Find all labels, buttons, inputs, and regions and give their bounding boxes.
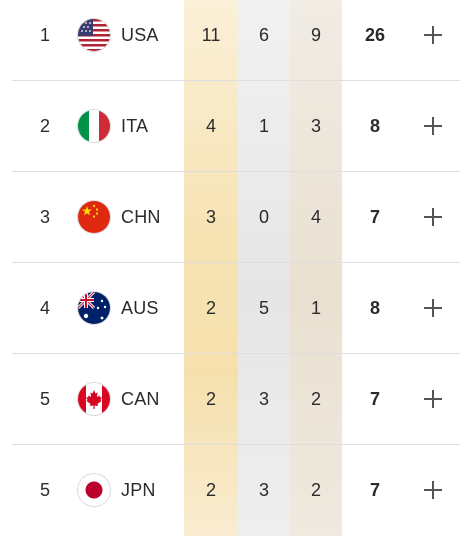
silver-column-highlight: [238, 0, 290, 536]
gold-count: 2: [205, 388, 216, 409]
silver-count: 6: [258, 24, 269, 45]
expand-row-button[interactable]: [416, 354, 450, 444]
plus-icon: [424, 208, 442, 226]
gold-count: 4: [205, 115, 216, 136]
country-code: USA: [121, 24, 159, 45]
plus-icon: [424, 117, 442, 135]
gold-count: 11: [201, 24, 221, 45]
table-row: 4 AUS 2 5 1 8: [0, 263, 474, 354]
table-row: 5 CAN 2 3 2 7: [0, 354, 474, 445]
japan-flag-icon: [78, 474, 110, 506]
plus-icon: [424, 26, 442, 44]
silver-count: 0: [258, 206, 269, 227]
gold-count: 2: [205, 479, 216, 500]
silver-count: 3: [258, 388, 269, 409]
rank-cell: 5: [39, 388, 50, 409]
bronze-count: 1: [310, 297, 321, 318]
usa-flag-icon: [78, 19, 110, 51]
total-count: 7: [369, 388, 380, 409]
row-divider: [12, 444, 460, 445]
table-row: 1 USA 11 6 9 26: [0, 0, 474, 81]
total-count: 8: [369, 297, 380, 318]
total-count: 26: [364, 24, 386, 45]
expand-row-button[interactable]: [416, 263, 450, 353]
table-row: 3 CHN 3 0 4 7: [0, 172, 474, 263]
country-code: AUS: [121, 297, 159, 318]
bronze-count: 2: [310, 479, 321, 500]
row-divider: [12, 80, 460, 81]
gold-column-highlight: [184, 0, 238, 536]
row-divider: [12, 171, 460, 172]
silver-count: 5: [258, 297, 269, 318]
expand-row-button[interactable]: [416, 172, 450, 262]
bronze-count: 4: [310, 206, 321, 227]
rank-cell: 5: [39, 479, 50, 500]
total-count: 7: [369, 479, 380, 500]
plus-icon: [424, 390, 442, 408]
rank-cell: 3: [39, 206, 50, 227]
table-row: 5 JPN 2 3 2 7: [0, 445, 474, 536]
total-count: 7: [369, 206, 380, 227]
country-code: CAN: [121, 388, 160, 409]
total-count: 8: [369, 115, 380, 136]
bronze-column-highlight: [290, 0, 342, 536]
row-divider: [12, 353, 460, 354]
rank-cell: 2: [39, 115, 50, 136]
silver-count: 1: [258, 115, 269, 136]
country-code: JPN: [121, 479, 156, 500]
bronze-count: 9: [310, 24, 321, 45]
italy-flag-icon: [78, 110, 110, 142]
plus-icon: [424, 481, 442, 499]
australia-flag-icon: [78, 292, 110, 324]
expand-row-button[interactable]: [416, 81, 450, 171]
country-code: CHN: [121, 206, 161, 227]
plus-icon: [424, 299, 442, 317]
country-code: ITA: [121, 115, 149, 136]
expand-row-button[interactable]: [416, 0, 450, 80]
expand-row-button[interactable]: [416, 445, 450, 535]
rank-cell: 4: [39, 297, 50, 318]
table-row: 2 ITA 4 1 3 8: [0, 81, 474, 172]
rank-cell: 1: [39, 24, 50, 45]
bronze-count: 3: [310, 115, 321, 136]
silver-count: 3: [258, 479, 269, 500]
gold-count: 3: [205, 206, 216, 227]
bronze-count: 2: [310, 388, 321, 409]
canada-flag-icon: [78, 383, 110, 415]
row-divider: [12, 262, 460, 263]
gold-count: 2: [205, 297, 216, 318]
china-flag-icon: [78, 201, 110, 233]
